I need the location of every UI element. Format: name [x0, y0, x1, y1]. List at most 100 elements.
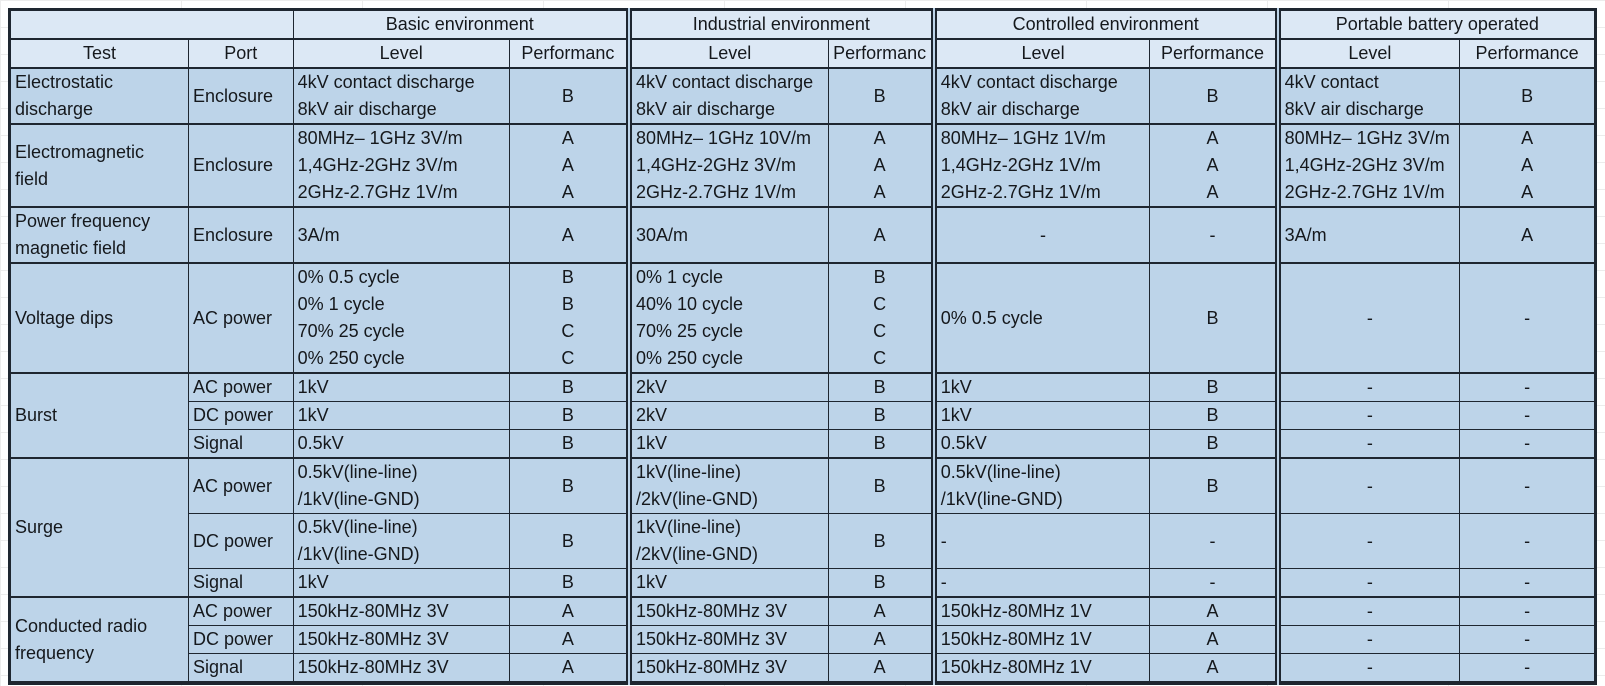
cell-burst-ac-basic-perf: B: [508, 372, 630, 402]
cell-text-line: -: [1209, 530, 1216, 551]
cell-conducted-rf-dc-portable-perf: -: [1459, 625, 1596, 654]
cell-voltage-dips-controlled-level: 0% 0.5 cycle: [930, 262, 1151, 374]
cell-surge-signal-basic-perf: B: [508, 568, 630, 598]
cell-conducted-rf-dc-port: DC power: [188, 625, 294, 654]
cell-text-line: A: [1521, 128, 1534, 148]
cell-text-line: 2kV: [635, 377, 668, 397]
cell-text-line: B: [561, 530, 574, 551]
header-group-1: Industrial environment: [625, 9, 935, 40]
cell-text-line: discharge: [15, 99, 94, 119]
header-level-2: Level: [930, 38, 1151, 69]
cell-conducted-rf-signal-controlled-perf: A: [1149, 653, 1279, 684]
cell-text-line: AC power: [193, 475, 273, 496]
table-row-surge-signal: Signal 1kV B 1kV B - - - -: [10, 568, 1596, 598]
cell-text-line: 0% 250 cycle: [635, 348, 744, 368]
cell-text-line: 70% 25 cycle: [635, 321, 744, 341]
cell-text-line: 2GHz-2.7GHz 1V/m: [1284, 182, 1445, 202]
cell-text-line: DC power: [193, 530, 274, 551]
cell-text-line: 2GHz-2.7GHz 1V/m: [635, 182, 797, 202]
cell-text-line: AC power: [193, 377, 273, 397]
cell-text-line: -: [940, 572, 947, 592]
cell-surge-ac-controlled-level: 0.5kV(line-line) /1kV(line-GND): [930, 457, 1151, 514]
cell-text-line: B: [873, 85, 886, 106]
cell-surge-dc-controlled-perf: -: [1149, 513, 1279, 569]
cell-burst-signal-industrial-level: 1kV: [625, 429, 829, 459]
header-test: Test: [9, 38, 189, 69]
cell-conducted-rf-ac-industrial-level: 150kHz-80MHz 3V: [625, 596, 829, 626]
cell-conducted-rf-ac-controlled-level: 150kHz-80MHz 1V: [930, 596, 1151, 626]
cell-text-line: 40% 10 cycle: [635, 294, 744, 314]
cell-text-line: DC power: [193, 405, 274, 425]
cell-text-line: 0% 1 cycle: [635, 267, 724, 287]
cell-text-line: 4kV contact discharge: [940, 72, 1118, 92]
cell-electrostatic-discharge-industrial-perf: B: [827, 67, 935, 125]
cell-text-line: 1kV(line-line): [635, 462, 742, 482]
cell-text-line: A: [873, 128, 886, 148]
cell-text-line: 0% 1 cycle: [297, 294, 385, 314]
cell-power-frequency-magnetic-field-controlled-level: -: [930, 206, 1151, 264]
cell-text-line: A: [1206, 128, 1219, 148]
cell-text-line: A: [561, 601, 574, 621]
cell-text-line: -: [1366, 405, 1373, 425]
cell-voltage-dips-portable-perf: -: [1459, 262, 1596, 374]
cell-text-line: 1kV: [940, 377, 972, 397]
cell-voltage-dips-industrial-level: 0% 1 cycle 40% 10 cycle 70% 25 cycle 0% 250…: [625, 262, 829, 374]
cell-conducted-rf-ac-port: AC power: [188, 596, 294, 626]
cell-burst-signal-port: Signal: [188, 429, 294, 459]
cell-burst-ac-portable-level: -: [1274, 372, 1461, 402]
cell-electromagnetic-field-test: Electromagnetic field: [9, 123, 189, 208]
header-port: Port: [188, 38, 294, 69]
cell-conducted-rf-ac-industrial-perf: A: [827, 596, 935, 626]
cell-electromagnetic-field-port: Enclosure: [188, 123, 294, 208]
cell-surge-ac-port: AC power: [188, 457, 294, 514]
cell-text-line: A: [561, 155, 574, 175]
cell-text-line: /1kV(line-GND): [297, 489, 420, 509]
cell-text-line: 150kHz-80MHz 1V: [940, 657, 1092, 677]
cell-electrostatic-discharge-controlled-perf: B: [1149, 67, 1279, 125]
cell-text-line: Conducted radio: [15, 615, 148, 636]
cell-burst-ac-controlled-perf: B: [1149, 372, 1279, 402]
cell-conducted-rf-signal-basic-perf: A: [508, 653, 630, 684]
cell-surge-signal-portable-level: -: [1274, 568, 1461, 598]
cell-surge-signal-controlled-perf: -: [1149, 568, 1279, 598]
table-row-conducted-rf-ac: Conducted radio frequency AC power 150kHz-8…: [9, 596, 1596, 684]
cell-burst-ac-controlled-level: 1kV: [930, 372, 1151, 402]
cell-electrostatic-discharge-port: Enclosure: [188, 67, 294, 125]
header-group-2: Controlled environment: [930, 9, 1279, 40]
cell-text-line: magnetic field: [15, 238, 127, 258]
cell-text-line: B: [561, 267, 574, 287]
cell-electrostatic-discharge-portable-level: 4kV contact 8kV air discharge: [1274, 67, 1461, 125]
cell-text-line: -: [1366, 629, 1373, 649]
cell-conducted-rf-signal-industrial-level: 150kHz-80MHz 3V: [625, 653, 829, 684]
cell-electrostatic-discharge-test: Electrostatic discharge: [9, 67, 189, 125]
cell-text-line: 150kHz-80MHz 3V: [297, 657, 449, 677]
cell-text-line: 150kHz-80MHz 1V: [940, 601, 1092, 621]
cell-burst-dc-portable-perf: -: [1459, 401, 1596, 430]
cell-text-line: /2kV(line-GND): [635, 544, 759, 564]
cell-text-line: AC power: [193, 601, 273, 621]
cell-burst-ac-industrial-level: 2kV: [625, 372, 829, 402]
cell-burst-dc-industrial-perf: B: [827, 401, 935, 430]
cell-power-frequency-magnetic-field-controlled-perf: -: [1149, 206, 1279, 264]
header-level-0: Level: [292, 38, 510, 69]
cell-text-line: -: [1209, 572, 1216, 592]
cell-text-line: A: [1206, 629, 1219, 649]
cell-text-line: 0.5kV(line-line): [297, 462, 418, 482]
cell-text-line: 1kV: [635, 433, 668, 453]
cell-text-line: 70% 25 cycle: [297, 321, 405, 341]
cell-text-line: 80MHz– 1GHz 3V/m: [1284, 128, 1450, 148]
cell-text-line: 3A/m: [297, 224, 340, 245]
cell-burst-signal-industrial-perf: B: [827, 429, 935, 459]
cell-voltage-dips-controlled-perf: B: [1149, 262, 1279, 374]
cell-conducted-rf-dc-controlled-level: 150kHz-80MHz 1V: [930, 625, 1151, 654]
cell-text-line: -: [1524, 657, 1531, 677]
cell-text-line: 1kV: [635, 572, 668, 592]
cell-text-line: -: [1366, 601, 1373, 621]
cell-conducted-rf-ac-portable-level: -: [1274, 596, 1461, 626]
cell-surge-dc-portable-perf: -: [1459, 513, 1596, 569]
cell-text-line: A: [561, 657, 574, 677]
cell-text-line: A: [1206, 657, 1219, 677]
cell-text-line: 0% 250 cycle: [297, 348, 405, 368]
